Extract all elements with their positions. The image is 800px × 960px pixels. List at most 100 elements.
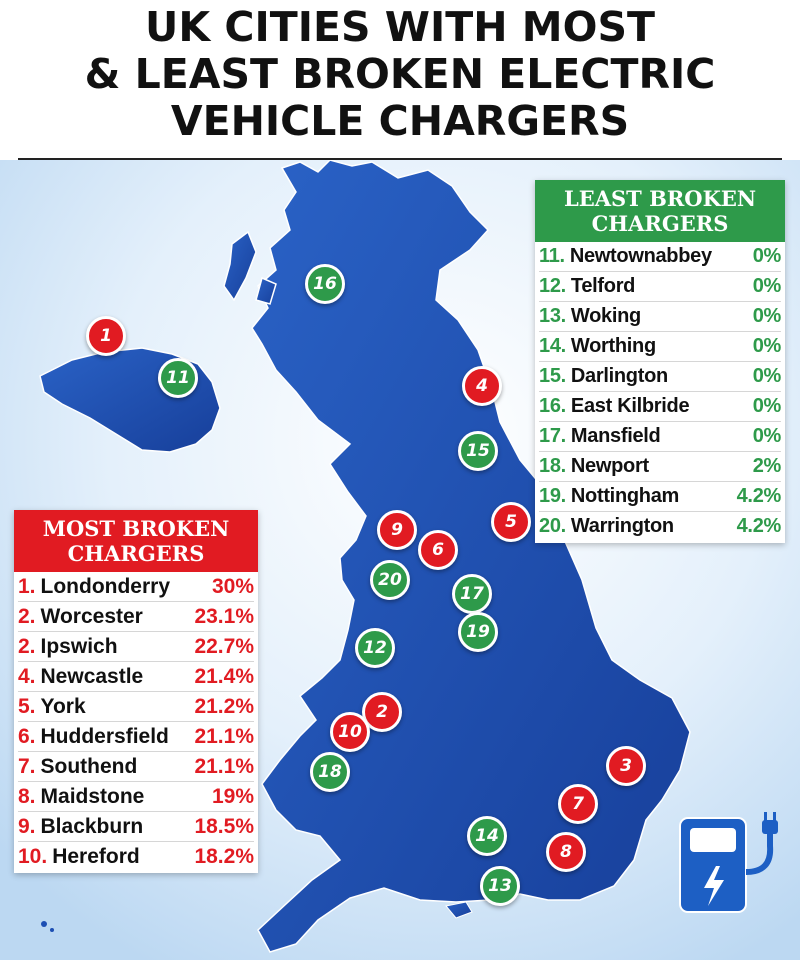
city-name: Blackburn [40,814,144,838]
city-name: Woking [570,305,641,327]
city-name: East Kilbride [570,395,690,417]
list-item: 17. Mansfield 0% [539,422,781,452]
map-marker-20: 20 [370,560,410,600]
map-marker-18: 18 [310,752,350,792]
rank-number: 4. [18,664,36,688]
broken-percentage: 4.2% [736,515,782,537]
city-name: Maidstone [40,784,145,808]
broken-percentage: 4.2% [736,485,782,507]
city-name: York [40,694,86,718]
map-marker-2: 2 [362,692,402,732]
scilly-isles [50,928,54,932]
city-name: Newcastle [40,664,144,688]
broken-percentage: 0% [752,305,782,327]
city-name: Londonderry [40,574,171,598]
most-broken-list: 1. Londonderry 30% 2. Worcester 23.1% 2. Ipswic… [14,572,258,873]
great-britain-landmass [251,160,691,953]
map-marker-3: 3 [606,746,646,786]
most-broken-heading: MOST BROKEN CHARGERS [14,510,258,572]
rank-number: 2. [18,604,36,628]
list-item: 18. Newport 2% [539,452,781,482]
list-item: 8. Maidstone 19% [18,782,254,812]
broken-percentage: 2% [752,455,782,477]
map-marker-11: 11 [158,358,198,398]
list-item: 11. Newtownabbey 0% [539,242,781,272]
list-item: 10. Hereford 18.2% [18,842,254,871]
title-line: & LEAST BROKEN ELECTRIC [84,50,716,98]
rank-number: 1. [18,574,36,598]
list-item: 9. Blackburn 18.5% [18,812,254,842]
broken-percentage: 30% [211,574,254,598]
map-marker-14: 14 [467,816,507,856]
map-marker-16: 16 [305,264,345,304]
title-divider [18,158,782,160]
rank-number: 5. [18,694,36,718]
scilly-isles [41,921,47,927]
broken-percentage: 18.5% [194,814,254,838]
map-marker-19: 19 [458,612,498,652]
map-marker-1: 1 [86,316,126,356]
rank-number: 18. [539,455,566,477]
broken-percentage: 21.1% [194,724,254,748]
broken-percentage: 21.2% [194,694,254,718]
hebrides-landmass [223,230,257,302]
rank-number: 7. [18,754,36,778]
rank-number: 14. [539,335,566,357]
rank-number: 9. [18,814,36,838]
broken-percentage: 0% [752,365,782,387]
rank-number: 15. [539,365,566,387]
map-marker-8: 8 [546,832,586,872]
city-name: Worthing [570,335,656,357]
broken-percentage: 18.2% [194,844,254,868]
list-item: 2. Ipswich 22.7% [18,632,254,662]
broken-percentage: 0% [752,275,782,297]
broken-percentage: 21.4% [194,664,254,688]
broken-percentage: 21.1% [194,754,254,778]
list-item: 15. Darlington 0% [539,362,781,392]
list-item: 19. Nottingham 4.2% [539,482,781,512]
rank-number: 16. [539,395,566,417]
rank-number: 19. [539,485,566,507]
list-item: 2. Worcester 23.1% [18,602,254,632]
broken-percentage: 0% [752,395,782,417]
heading-line: LEAST BROKEN [563,186,757,211]
broken-percentage: 22.7% [194,634,254,658]
ev-charger-icon [679,812,778,913]
page-title: UK CITIES WITH MOST & LEAST BROKEN ELECT… [0,4,800,145]
skye-landmass [255,276,277,305]
broken-percentage: 19% [211,784,254,808]
list-item: 20. Warrington 4.2% [539,512,781,541]
map-marker-13: 13 [480,866,520,906]
city-name: Warrington [570,515,674,537]
rank-number: 11. [539,245,565,267]
map-marker-4: 4 [462,366,502,406]
map-marker-7: 7 [558,784,598,824]
map-marker-15: 15 [458,431,498,471]
city-name: Hereford [52,844,140,868]
list-item: 6. Huddersfield 21.1% [18,722,254,752]
city-name: Newtownabbey [569,245,712,267]
city-name: Ipswich [40,634,118,658]
list-item: 1. Londonderry 30% [18,572,254,602]
list-item: 16. East Kilbride 0% [539,392,781,422]
broken-percentage: 0% [752,245,782,267]
broken-percentage: 0% [752,425,782,447]
map-marker-10: 10 [330,712,370,752]
city-name: Southend [40,754,138,778]
heading-line: CHARGERS [67,541,205,566]
most-broken-panel: MOST BROKEN CHARGERS 1. Londonderry 30% 2. W… [14,510,258,873]
rank-number: 13. [539,305,566,327]
least-broken-panel: LEAST BROKEN CHARGERS 11. Newtownabbey 0% 1… [535,180,785,543]
city-name: Huddersfield [40,724,169,748]
city-name: Telford [570,275,636,297]
list-item: 7. Southend 21.1% [18,752,254,782]
rank-number: 17. [539,425,566,447]
city-name: Worcester [40,604,143,628]
least-broken-heading: LEAST BROKEN CHARGERS [535,180,785,242]
rank-number: 8. [18,784,36,808]
city-name: Mansfield [570,425,661,447]
broken-percentage: 23.1% [194,604,254,628]
list-item: 4. Newcastle 21.4% [18,662,254,692]
heading-line: MOST BROKEN [42,516,230,541]
